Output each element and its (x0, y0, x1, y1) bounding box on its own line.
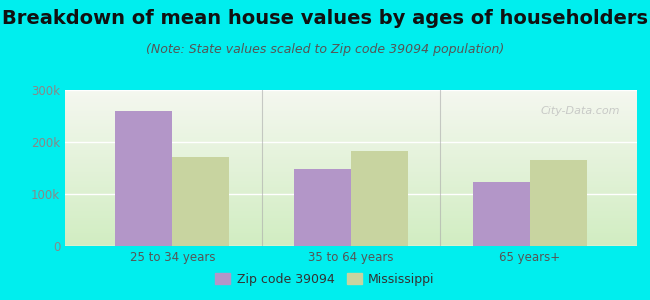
Legend: Zip code 39094, Mississippi: Zip code 39094, Mississippi (211, 268, 439, 291)
Text: City-Data.com: City-Data.com (540, 106, 620, 116)
Bar (530, 160, 587, 246)
Text: (Note: State values scaled to Zip code 39094 population): (Note: State values scaled to Zip code 3… (146, 44, 504, 56)
Bar (172, 157, 229, 246)
Bar (294, 169, 351, 246)
Bar (473, 182, 530, 246)
Bar (351, 151, 408, 246)
Text: Breakdown of mean house values by ages of householders: Breakdown of mean house values by ages o… (2, 9, 648, 28)
Bar (115, 111, 172, 246)
